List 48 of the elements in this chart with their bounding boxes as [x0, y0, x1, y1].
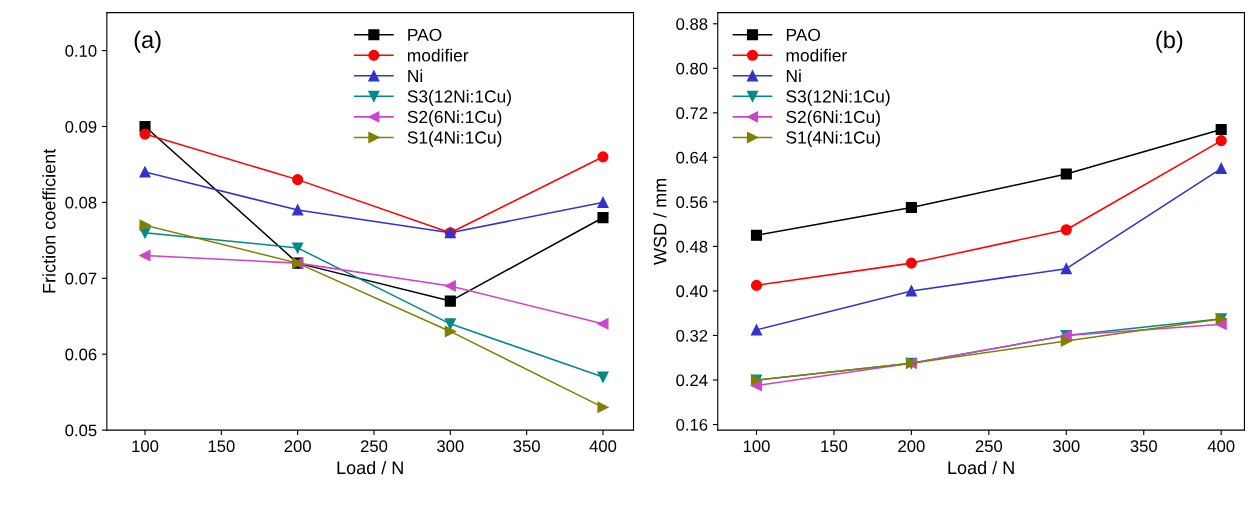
y-tick-label: 0.48 — [676, 240, 708, 253]
y-tick-label: 0.07 — [65, 272, 97, 285]
x-axis-title: Load / N — [337, 460, 403, 475]
x-tick-label: 300 — [437, 440, 464, 453]
y-tick-label: 0.08 — [65, 196, 97, 209]
legend-label: modifier — [786, 48, 847, 62]
annotation: (a) — [134, 30, 161, 53]
legend-label: Ni — [786, 69, 801, 82]
y-tick-label: 0.72 — [676, 107, 708, 120]
y-tick-label: 0.06 — [65, 348, 97, 361]
y-axis-title: WSD / mm — [653, 178, 667, 265]
x-tick-label: 150 — [821, 440, 848, 453]
y-axis-title: Friction coefficient — [42, 148, 56, 293]
x-tick-label: 100 — [743, 440, 770, 453]
legend-label: S1(4Ni:1Cu) — [407, 130, 502, 148]
y-tick-label: 0.24 — [676, 374, 708, 387]
y-tick-label: 0.64 — [676, 151, 708, 164]
legend-label: S3(12Ni:1Cu) — [407, 89, 511, 107]
y-tick-label: 0.16 — [676, 418, 708, 431]
y-tick-label: 0.05 — [65, 424, 97, 437]
x-tick-label: 350 — [513, 440, 540, 453]
x-tick-label: 200 — [284, 440, 311, 453]
y-tick-label: 0.32 — [676, 329, 708, 342]
legend-label: S1(4Ni:1Cu) — [786, 130, 880, 148]
y-tick-label: 0.88 — [676, 18, 708, 30]
x-tick-label: 400 — [1207, 440, 1235, 453]
x-axis-title: Load / N — [948, 460, 1014, 475]
legend-label: PAO — [786, 28, 821, 42]
legend-label: PAO — [408, 28, 442, 42]
x-tick-label: 300 — [1053, 440, 1080, 453]
x-tick-label: 150 — [208, 440, 235, 453]
annotation: (b) — [1156, 30, 1183, 53]
x-tick-label: 200 — [898, 440, 925, 453]
legend-label: S2(6Ni:1Cu) — [786, 110, 880, 127]
x-tick-label: 250 — [360, 440, 388, 453]
y-tick-label: 0.80 — [676, 62, 708, 75]
y-tick-label: 0.40 — [676, 285, 708, 298]
x-tick-label: 250 — [975, 440, 1003, 453]
legend-label: S3(12Ni:1Cu) — [786, 89, 890, 107]
y-tick-label: 0.10 — [65, 45, 97, 57]
x-tick-label: 350 — [1130, 440, 1157, 453]
x-tick-label: 400 — [589, 440, 617, 453]
legend-label: Ni — [408, 69, 423, 82]
y-tick-label: 0.09 — [65, 120, 97, 133]
legend-label: S2(6Ni:1Cu) — [407, 110, 502, 127]
legend-label: modifier — [407, 48, 469, 62]
y-tick-label: 0.56 — [676, 196, 708, 209]
x-tick-label: 100 — [132, 440, 159, 453]
